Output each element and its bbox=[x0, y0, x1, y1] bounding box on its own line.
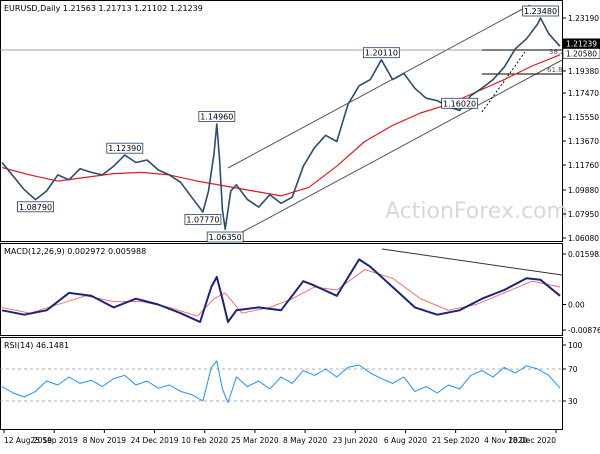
x-tick-label: 21 Sep 2020 bbox=[432, 436, 480, 445]
rsi-layer bbox=[0, 360, 562, 404]
x-tick-label: 10 Feb 2020 bbox=[181, 436, 228, 445]
rsi-y-tick-label: 100 bbox=[568, 341, 583, 350]
level-price-badge bbox=[562, 48, 600, 59]
x-tick-label: 25 Sep 2019 bbox=[30, 436, 78, 445]
x-tick-label: 23 Jun 2020 bbox=[333, 436, 378, 445]
macd-y-tick-label: 0.00 bbox=[568, 301, 585, 310]
annotation-label: 1.06350 bbox=[209, 233, 242, 242]
annotation-label: 1.20110 bbox=[365, 49, 398, 58]
moving-average-line bbox=[1, 54, 561, 197]
channel-upper-line bbox=[227, 4, 531, 169]
macd-y-tick-label: 0.015983 bbox=[568, 250, 600, 259]
price-y-tick-label: 1.07950 bbox=[568, 210, 599, 219]
macd-y-tick-label: -0.008762 bbox=[568, 326, 600, 335]
annotation-label: 1.16020 bbox=[443, 99, 476, 108]
rsi-line bbox=[1, 360, 561, 404]
price-y-tick-label: 1.19380 bbox=[568, 67, 599, 76]
x-tick-label: 8 May 2020 bbox=[283, 436, 327, 445]
rsi-y-tick-label: 30 bbox=[568, 397, 578, 406]
fib-dotted-line bbox=[481, 51, 526, 113]
annotation-label: 1.07770 bbox=[186, 215, 219, 224]
watermark: ActionForex.com bbox=[385, 199, 568, 224]
x-tick-label: 4 Nov 2020 bbox=[484, 436, 527, 445]
price-layer: 1.08790 1.12390 1.14960 1.07770 1.06350 1.201… bbox=[1, 5, 565, 243]
channel-lower-line bbox=[234, 59, 563, 237]
annotation-label: 1.12390 bbox=[108, 144, 141, 153]
fib-label: 38.2 bbox=[549, 48, 565, 56]
price-y-tick-label: 1.09880 bbox=[568, 186, 599, 195]
price-y-tick-label: 1.06080 bbox=[568, 234, 599, 243]
level-price-label: 1.20580 bbox=[566, 50, 597, 59]
current-price-badge bbox=[563, 38, 600, 49]
x-tick-label: 8 Nov 2019 bbox=[83, 436, 126, 445]
macd-header: MACD(12,26,9) 0.002972 0.005988 bbox=[4, 247, 146, 256]
price-y-tick-label: 1.15550 bbox=[568, 113, 599, 122]
rsi-y-tick-label: 70 bbox=[568, 365, 578, 374]
annotation-label: 1.08790 bbox=[19, 203, 52, 212]
price-y-tick-label: 1.11760 bbox=[568, 161, 599, 170]
annotation-box bbox=[206, 231, 244, 243]
annotation-label: 1.14960 bbox=[200, 112, 233, 121]
price-y-tick-label: 1.13670 bbox=[568, 137, 599, 146]
macd-layer bbox=[1, 258, 561, 323]
macd-panel-frame bbox=[0, 243, 563, 336]
price-panel-frame bbox=[0, 0, 563, 242]
price-y-tick-label: 1.23190 bbox=[568, 14, 599, 23]
x-tick-label: 6 Aug 2020 bbox=[384, 436, 427, 445]
annotation-box bbox=[198, 111, 236, 122]
rsi-panel-frame bbox=[0, 337, 563, 430]
price-y-tick-label: 1.17470 bbox=[568, 89, 599, 98]
annotation-box bbox=[184, 213, 222, 225]
annotation-box bbox=[362, 47, 400, 59]
annotation-box bbox=[441, 97, 479, 109]
x-tick-label: 18 Dec 2020 bbox=[508, 436, 556, 445]
fib-label: 61.8 bbox=[547, 66, 563, 74]
macd-trendline bbox=[381, 248, 563, 276]
price-header: EURUSD,Daily 1.21563 1.21713 1.21102 1.2… bbox=[4, 4, 203, 13]
annotation-box bbox=[522, 5, 559, 17]
x-tick-label: 25 Mar 2020 bbox=[231, 436, 279, 445]
macd-signal-line bbox=[1, 269, 561, 317]
annotation-label: 1.23480 bbox=[524, 7, 557, 16]
rsi-header: RSI(14) 46.1481 bbox=[4, 341, 69, 350]
x-tick-label: 12 Aug 2019 bbox=[4, 436, 52, 445]
macd-line bbox=[1, 258, 561, 323]
axis-layer: 1.23190 1.19380 1.17470 1.15550 1.13670 1.117… bbox=[3, 14, 600, 445]
annotation-box bbox=[17, 201, 54, 213]
x-tick-label: 24 Dec 2019 bbox=[131, 436, 179, 445]
current-price-label: 1.21239 bbox=[566, 40, 597, 49]
annotation-box bbox=[106, 142, 144, 154]
